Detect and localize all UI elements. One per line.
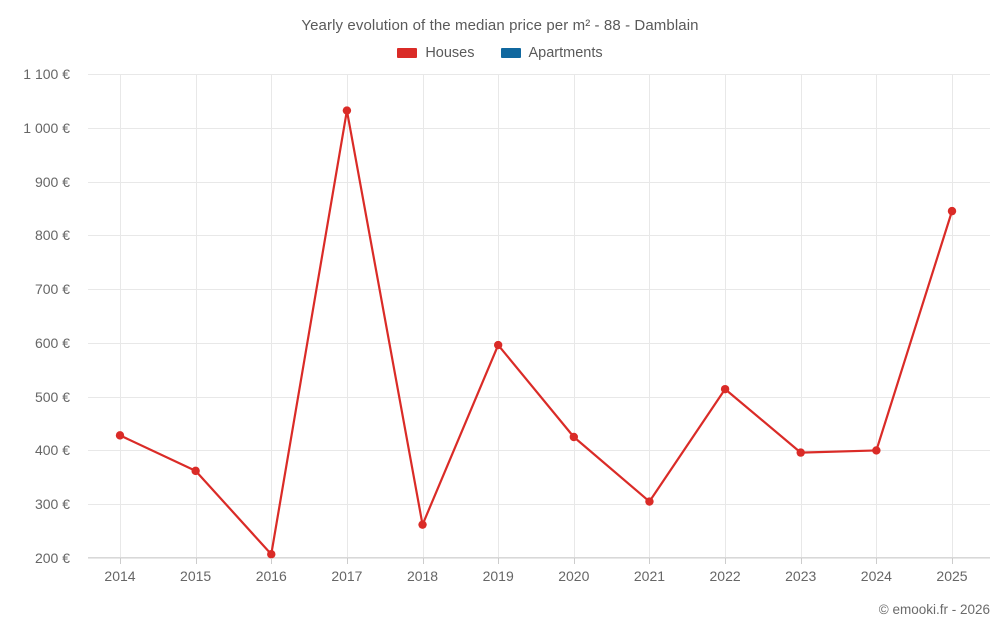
legend-item-label: Houses bbox=[425, 45, 475, 61]
gridline-horizontal bbox=[88, 342, 990, 344]
x-axis-tick-label: 2018 bbox=[406, 568, 439, 584]
footer-credit: © emooki.fr - 2026 bbox=[878, 602, 990, 617]
gridline-horizontal bbox=[88, 235, 990, 237]
data-point-marker[interactable] bbox=[569, 432, 579, 442]
y-axis-tick-label: 900 € bbox=[34, 173, 70, 190]
data-point-marker[interactable] bbox=[115, 431, 125, 440]
series-lines bbox=[115, 106, 957, 559]
gridline-vertical bbox=[800, 74, 802, 558]
x-axis-tick-label: 2014 bbox=[104, 568, 136, 584]
y-axis-tick-label: 600 € bbox=[34, 334, 70, 351]
y-axis-tick-label: 1 100 € bbox=[23, 66, 70, 82]
gridline-vertical bbox=[195, 74, 197, 558]
plot-area: 2014 2015 2016 2017 2018 2019 2020 2021 2022 2023… bbox=[23, 66, 990, 584]
x-axis-tick-label: 2015 bbox=[180, 568, 212, 584]
y-axis-tick-label: 500 € bbox=[34, 388, 70, 405]
data-point-marker[interactable] bbox=[645, 497, 654, 506]
data-point-marker[interactable] bbox=[418, 520, 427, 529]
x-axis-tick-mark bbox=[573, 558, 575, 564]
x-axis-tick-mark bbox=[876, 558, 878, 564]
x-axis-tick-label: 2019 bbox=[482, 568, 514, 584]
gridline-vertical bbox=[422, 74, 424, 558]
x-axis-tick-mark bbox=[725, 558, 727, 564]
gridline-horizontal bbox=[88, 504, 990, 506]
x-axis-tick-label: 2016 bbox=[255, 568, 287, 584]
x-axis-tick-mark bbox=[498, 558, 500, 564]
y-axis-tick-label: 700 € bbox=[34, 281, 70, 298]
gridline-horizontal bbox=[88, 127, 990, 129]
chart-title: Yearly evolution of the median price per… bbox=[301, 17, 699, 34]
x-axis-tick-label: 2022 bbox=[709, 568, 741, 584]
gridline-vertical bbox=[725, 74, 727, 558]
series-line-houses bbox=[118, 109, 954, 556]
x-axis-tick-mark bbox=[271, 558, 273, 564]
legend-item-houses[interactable]: Houses bbox=[397, 45, 475, 61]
x-axis-tick-mark bbox=[346, 558, 348, 564]
y-axis-tick-label: 200 € bbox=[34, 550, 70, 566]
data-point-marker[interactable] bbox=[493, 340, 503, 350]
x-axis-tick-label: 2021 bbox=[633, 568, 666, 584]
data-point-marker[interactable] bbox=[947, 206, 957, 216]
gridline-vertical bbox=[346, 74, 348, 558]
x-axis-tick-mark bbox=[800, 558, 802, 564]
y-axis-tick-label: 300 € bbox=[34, 496, 70, 513]
gridline-vertical bbox=[952, 74, 953, 558]
gridline-horizontal bbox=[88, 396, 990, 398]
chart-legend: Houses Apartments bbox=[0, 45, 1000, 61]
x-axis-tick-mark bbox=[649, 558, 651, 564]
data-point-marker[interactable] bbox=[872, 446, 881, 455]
x-axis-tick-label: 2025 bbox=[936, 568, 968, 584]
data-point-marker[interactable] bbox=[342, 106, 352, 115]
x-axis-tick-label: 2024 bbox=[860, 568, 892, 584]
legend-swatch-icon bbox=[500, 48, 521, 58]
gridline-horizontal bbox=[88, 74, 990, 75]
y-axis-tick-label: 400 € bbox=[34, 442, 70, 459]
data-point-marker[interactable] bbox=[267, 550, 276, 559]
legend-item-label: Apartments bbox=[528, 45, 603, 61]
legend-item-apartments[interactable]: Apartments bbox=[500, 45, 603, 61]
gridline-vertical bbox=[573, 74, 575, 558]
x-axis-line bbox=[88, 557, 990, 558]
gridline-horizontal bbox=[88, 558, 990, 559]
gridline-horizontal bbox=[88, 181, 990, 183]
x-axis-tick-label: 2023 bbox=[785, 568, 817, 584]
gridline-vertical bbox=[120, 74, 121, 558]
data-point-marker[interactable] bbox=[796, 448, 805, 457]
x-axis-tick-mark bbox=[195, 558, 197, 564]
x-axis-tick-mark bbox=[120, 558, 121, 564]
x-axis-tick-mark bbox=[952, 558, 953, 564]
y-axis-tick-label: 1 000 € bbox=[23, 119, 70, 136]
gridline-vertical bbox=[876, 74, 878, 558]
y-axis-tick-label: 800 € bbox=[34, 227, 70, 244]
x-axis-tick-mark bbox=[422, 558, 424, 564]
data-point-marker[interactable] bbox=[191, 466, 200, 476]
x-axis-tick-label: 2020 bbox=[558, 568, 590, 584]
gridline-vertical bbox=[649, 74, 651, 558]
data-point-marker[interactable] bbox=[720, 384, 730, 394]
gridline-horizontal bbox=[88, 450, 990, 452]
gridline-vertical bbox=[271, 74, 273, 558]
x-axis-tick-label: 2017 bbox=[331, 568, 363, 584]
gridline-vertical bbox=[498, 74, 500, 558]
legend-swatch-icon bbox=[397, 48, 418, 58]
gridline-horizontal bbox=[88, 289, 990, 291]
